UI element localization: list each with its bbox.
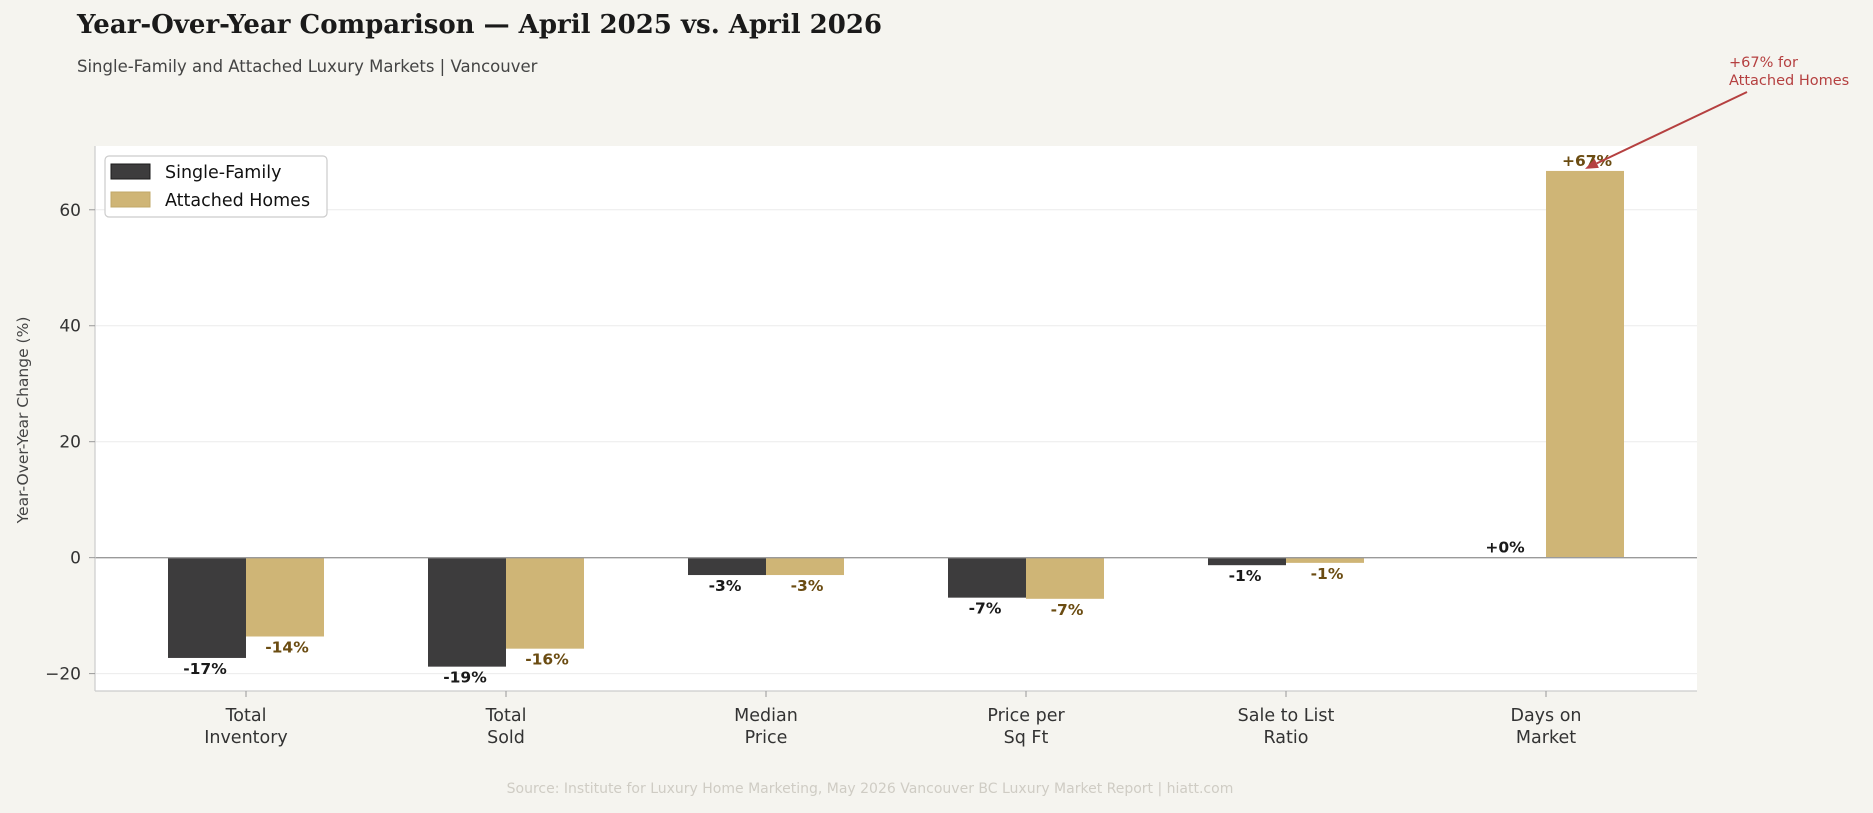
x-tick-label: Inventory	[204, 728, 288, 748]
chart-title: Year-Over-Year Comparison — April 2025 v…	[77, 10, 883, 40]
y-tick-label: −20	[45, 665, 81, 685]
annotation-arrow-head	[1585, 158, 1599, 169]
annotation: +67% for Attached Homes	[1585, 55, 1849, 169]
value-label: -7%	[1051, 601, 1084, 619]
value-label: -19%	[443, 669, 487, 687]
legend-box	[104, 155, 328, 218]
bar-attached-homes	[506, 557, 584, 649]
value-label: -1%	[1229, 567, 1262, 585]
legend-swatch-single-family	[110, 163, 151, 180]
bar-single-family	[948, 557, 1026, 598]
x-tick-label: Market	[1516, 728, 1576, 748]
bar-single-family	[688, 557, 766, 576]
value-label: -7%	[969, 600, 1002, 618]
annotation-text-line-2: Attached Homes	[1729, 73, 1849, 89]
value-label: -14%	[265, 639, 309, 657]
value-label: -1%	[1311, 565, 1344, 583]
value-label: -17%	[183, 660, 227, 678]
bar-attached-homes	[1026, 557, 1104, 599]
y-axis: −20 0 20 40 60	[45, 201, 95, 685]
gridlines	[95, 209, 1697, 675]
x-axis: TotalInventoryTotalSoldMedianPricePrice …	[204, 691, 1582, 748]
x-tick-label: Days on	[1510, 706, 1581, 726]
value-label: +67%	[1562, 152, 1613, 170]
bars	[168, 170, 1624, 667]
x-tick-label: Median	[734, 706, 798, 726]
x-tick-label: Ratio	[1264, 728, 1309, 748]
value-label: -3%	[709, 577, 742, 595]
plot-area	[95, 146, 1697, 691]
y-tick-label: 40	[59, 317, 81, 337]
bar-attached-homes	[1546, 170, 1624, 558]
legend: Single-Family Attached Homes	[104, 155, 328, 218]
value-label: -3%	[791, 577, 824, 595]
x-tick-label: Price per	[987, 706, 1065, 726]
bar-single-family	[428, 557, 506, 667]
x-tick-label: Sq Ft	[1004, 728, 1049, 748]
x-tick-label: Sale to List	[1238, 706, 1335, 726]
bar-attached-homes	[246, 557, 324, 637]
annotation-arrow	[1596, 91, 1748, 165]
legend-label-attached-homes: Attached Homes	[165, 191, 310, 211]
bar-attached-homes	[766, 557, 844, 576]
chart-subtitle: Single-Family and Attached Luxury Market…	[77, 57, 538, 76]
value-label: -16%	[525, 651, 569, 669]
bar-attached-homes	[1286, 557, 1364, 563]
y-tick-label: 60	[59, 201, 81, 221]
value-labels: -17% -19% -3% -7% -1% +0% -14% -16% -3% -7% -1% +67…	[183, 152, 1612, 687]
x-tick-label: Total	[225, 706, 267, 726]
x-tick-label: Sold	[487, 728, 525, 748]
x-tick-label: Price	[745, 728, 788, 748]
annotation-text-line-1: +67% for	[1729, 55, 1798, 71]
bar-single-family	[1208, 557, 1286, 566]
value-label: +0%	[1485, 539, 1525, 557]
source-note: Source: Institute for Luxury Home Market…	[506, 781, 1234, 797]
y-axis-label: Year-Over-Year Change (%)	[14, 317, 32, 525]
legend-swatch-attached-homes	[110, 191, 151, 208]
y-tick-label: 0	[70, 549, 81, 569]
bar-single-family	[168, 557, 246, 658]
legend-label-single-family: Single-Family	[165, 163, 281, 183]
x-tick-label: Total	[485, 706, 527, 726]
y-tick-label: 20	[59, 433, 81, 453]
